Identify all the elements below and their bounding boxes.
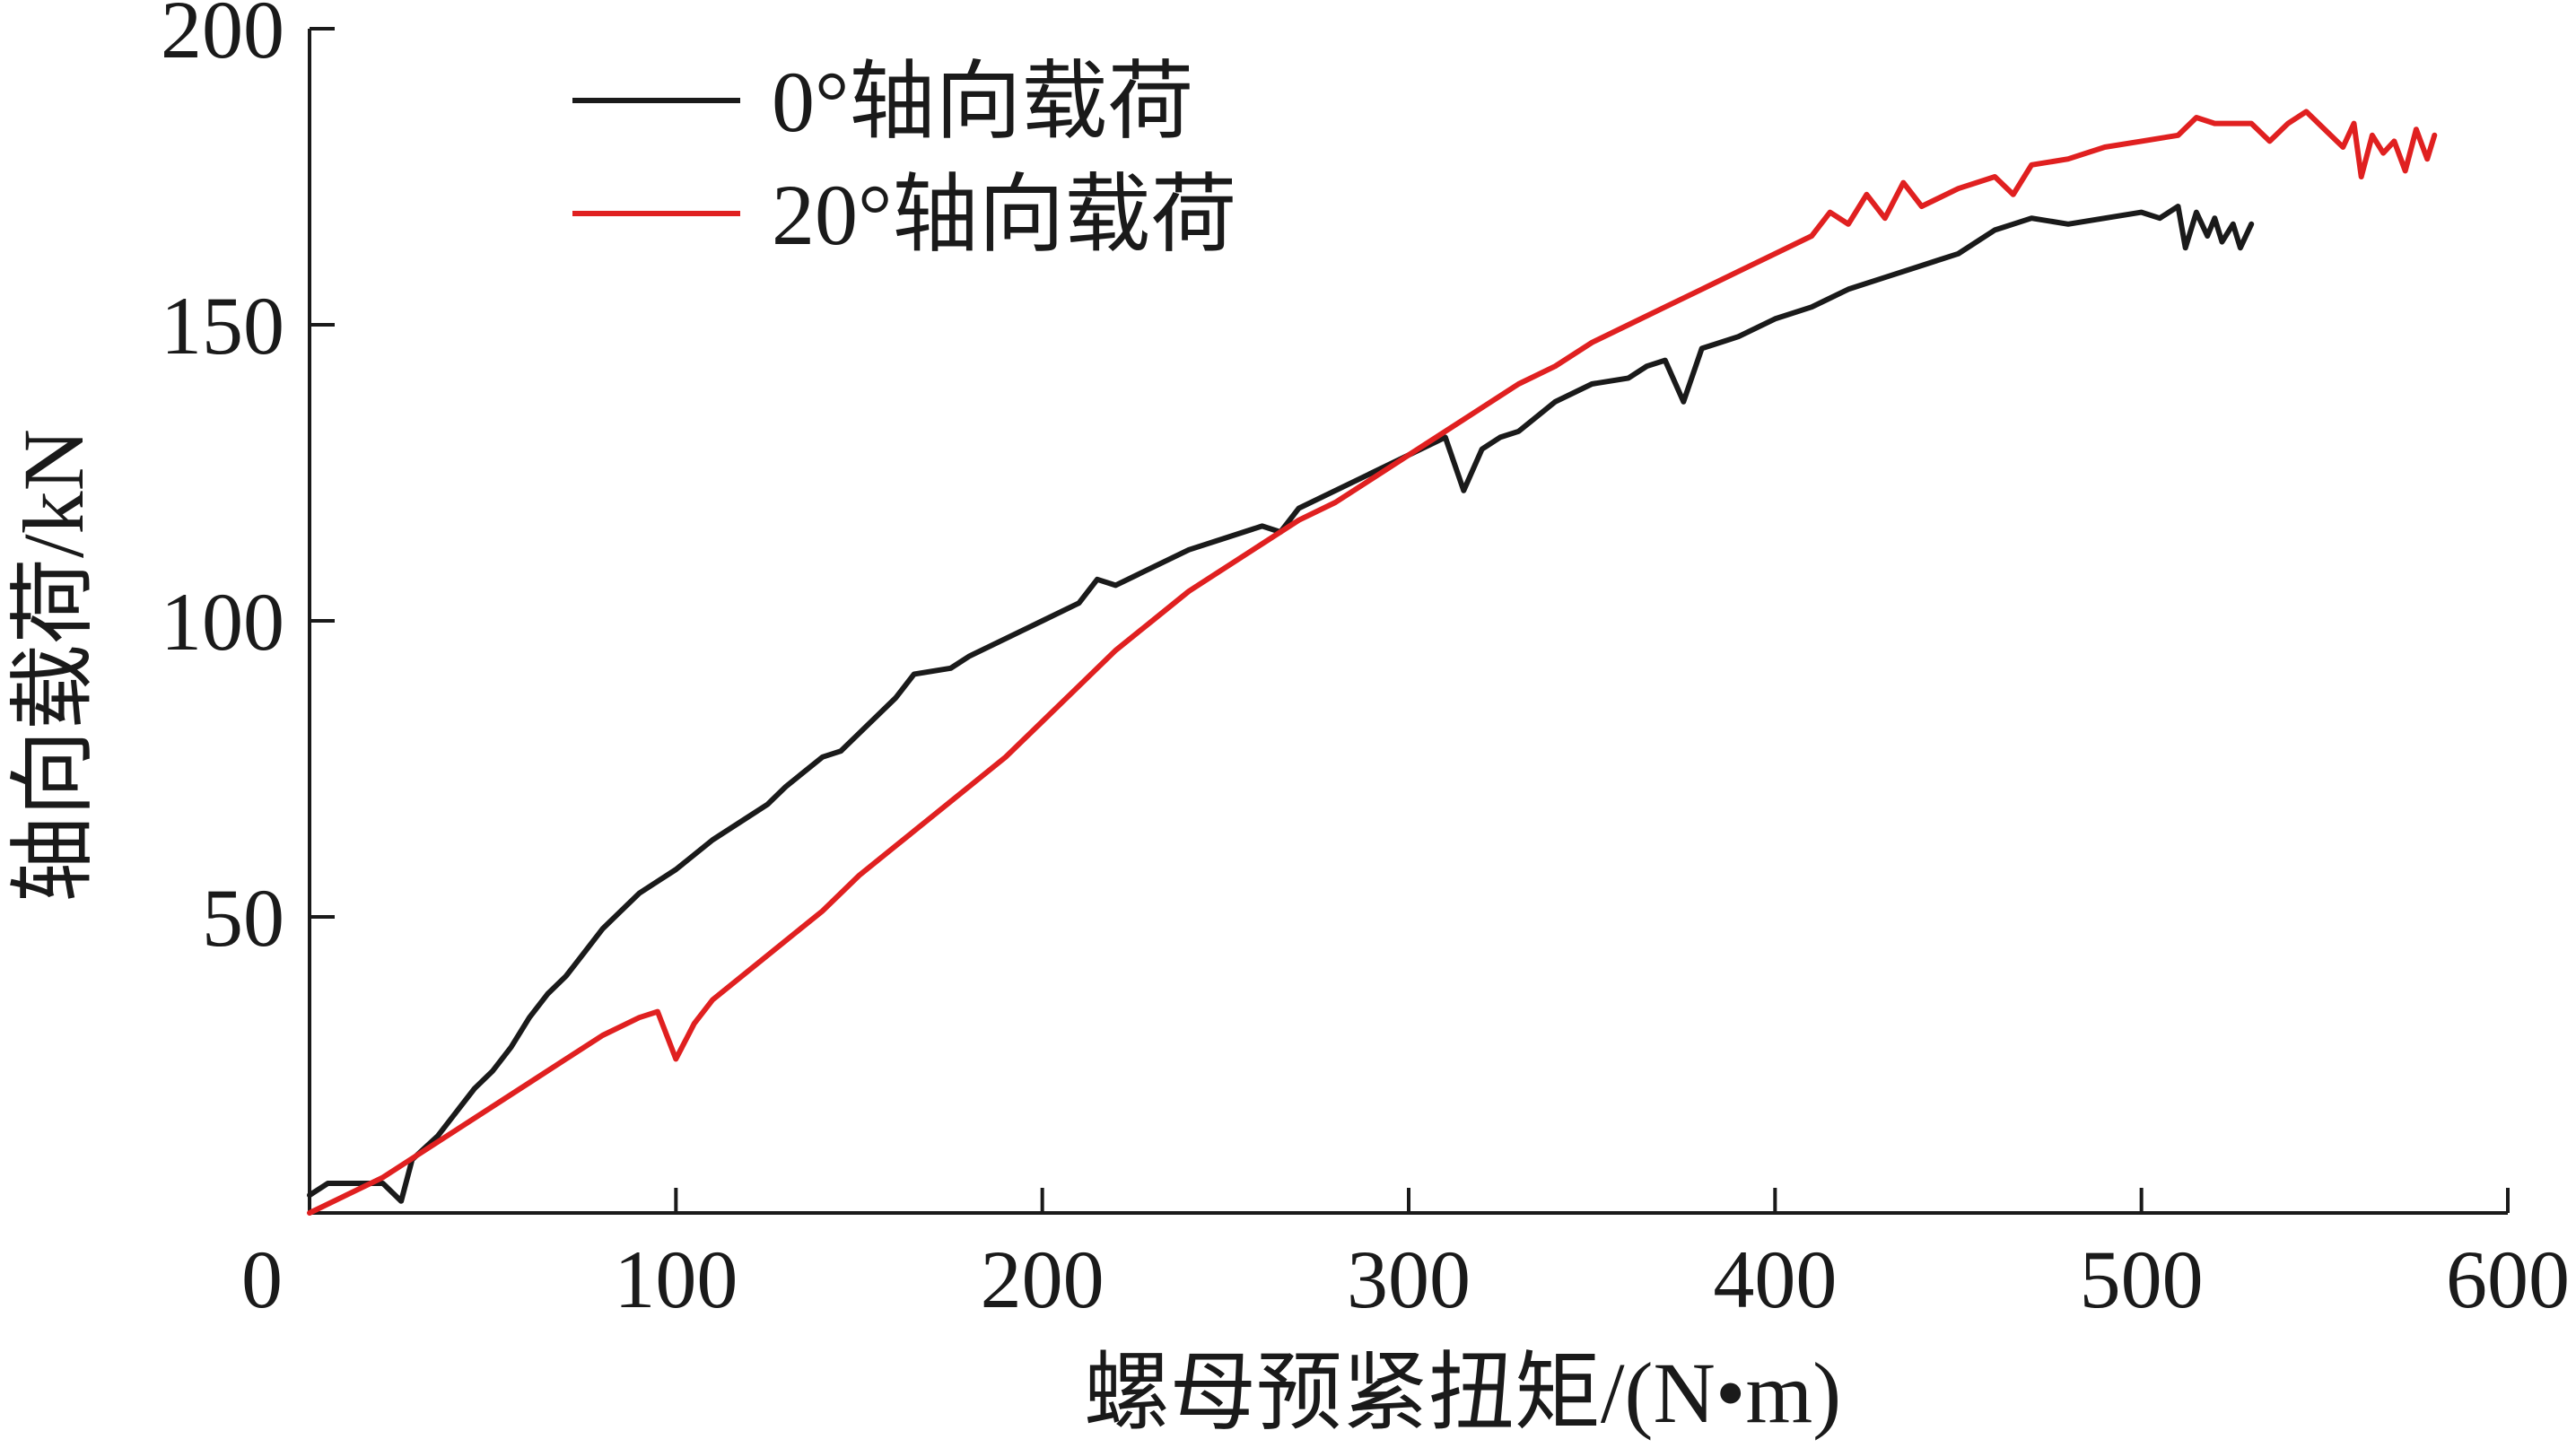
series-group: [307, 109, 2438, 1216]
series-line-20deg: [307, 109, 2438, 1216]
x-tick-label: 200: [981, 1234, 1105, 1325]
legend: 0°轴向载荷 20°轴向载荷: [572, 54, 1236, 263]
x-tick-label: 0: [241, 1234, 283, 1325]
x-tick-label: 600: [2446, 1234, 2570, 1325]
y-tick-label: 150: [161, 280, 284, 371]
x-tick-label: 100: [614, 1234, 738, 1325]
x-ticks: 0 100 200 300 400 500 600: [241, 1188, 2570, 1325]
legend-label-0deg: 0°轴向载荷: [772, 54, 1193, 150]
y-tick-label: 50: [202, 872, 284, 964]
x-tick-label: 400: [1713, 1234, 1837, 1325]
x-axis-title: 螺母预紧扭矩/(N•m): [1084, 1345, 1841, 1441]
y-ticks: 50 100 150 200: [161, 0, 335, 964]
y-tick-label: 200: [161, 0, 284, 75]
legend-label-20deg: 20°轴向载荷: [772, 167, 1236, 263]
y-tick-label: 100: [161, 576, 284, 667]
x-tick-label: 500: [2080, 1234, 2204, 1325]
series-line-0deg: [307, 204, 2255, 1204]
y-axis-title: 轴向载荷/kN: [5, 429, 101, 903]
x-tick-label: 300: [1347, 1234, 1471, 1325]
